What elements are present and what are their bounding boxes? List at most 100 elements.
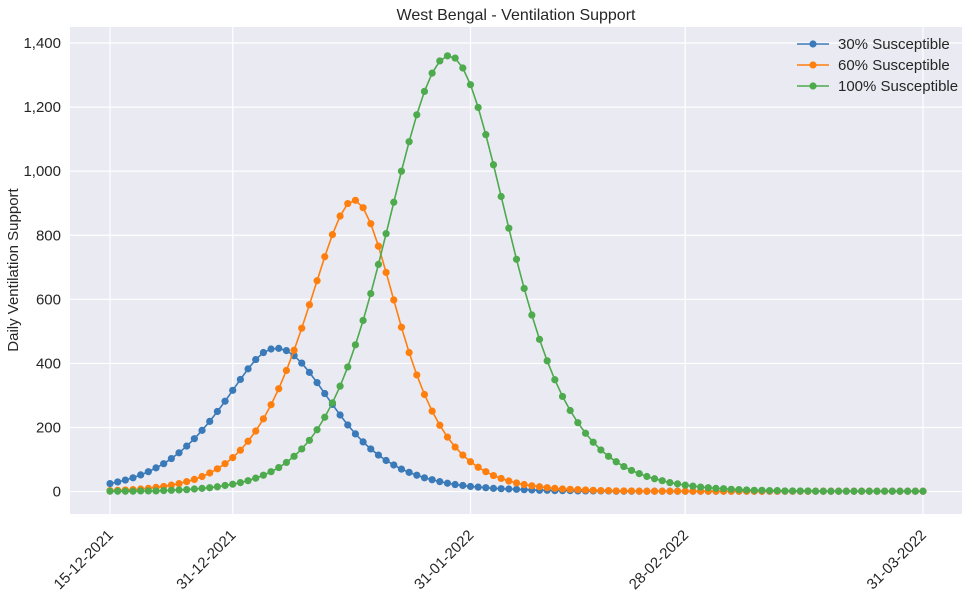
data-point: [604, 452, 613, 460]
x-tick-label: 28-02-2022: [626, 527, 692, 591]
data-point: [451, 54, 459, 62]
data-point: [666, 487, 674, 495]
data-point: [275, 344, 283, 352]
data-point: [413, 371, 421, 379]
data-point: [275, 385, 283, 393]
data-point: [535, 483, 544, 491]
data-point: [658, 477, 666, 485]
data-point: [789, 487, 797, 495]
x-tick-label: 31-12-2021: [173, 527, 239, 591]
data-point: [505, 224, 513, 232]
data-point: [574, 486, 582, 494]
data-point: [489, 484, 498, 492]
data-point: [420, 474, 429, 482]
data-point: [497, 474, 505, 483]
data-point: [152, 487, 160, 495]
data-point: [558, 485, 567, 493]
data-point: [374, 451, 383, 459]
data-point: [512, 485, 521, 493]
data-point: [305, 301, 314, 309]
data-point: [650, 487, 659, 495]
data-point: [612, 487, 620, 495]
data-point: [175, 486, 183, 494]
data-point: [842, 487, 850, 495]
data-point: [282, 458, 291, 467]
data-point: [696, 483, 705, 491]
data-point: [106, 487, 114, 495]
data-point: [620, 462, 628, 471]
data-point: [405, 468, 413, 476]
data-point: [466, 458, 475, 466]
data-point: [451, 443, 459, 451]
data-point: [443, 433, 452, 441]
data-point: [221, 481, 229, 490]
data-point: [175, 449, 183, 457]
data-point: [221, 397, 229, 405]
data-point: [443, 52, 452, 60]
data-point: [497, 485, 505, 493]
data-point: [827, 487, 835, 495]
data-point: [712, 484, 720, 492]
data-point: [152, 464, 160, 472]
y-tick-label: 400: [36, 355, 61, 372]
y-tick-label: 600: [36, 291, 61, 308]
data-point: [382, 230, 390, 238]
data-point: [167, 454, 175, 463]
data-point: [298, 359, 306, 367]
data-point: [244, 437, 252, 445]
data-point: [160, 460, 168, 468]
data-point: [229, 386, 237, 394]
data-point: [137, 487, 145, 495]
data-point: [589, 486, 597, 494]
data-point: [436, 421, 444, 429]
data-point: [681, 481, 689, 489]
data-point: [206, 469, 214, 477]
data-point: [781, 487, 789, 495]
data-point: [190, 435, 198, 443]
data-point: [543, 484, 551, 492]
y-tick-label: 1,400: [23, 35, 61, 52]
data-point: [252, 427, 260, 435]
data-point: [267, 345, 275, 353]
y-tick-label: 1,000: [23, 163, 61, 180]
data-point: [259, 471, 267, 479]
data-point: [474, 463, 482, 471]
data-point: [520, 486, 528, 494]
data-point: [666, 479, 674, 487]
data-point: [106, 479, 114, 488]
data-point: [512, 479, 521, 487]
data-point: [413, 471, 421, 479]
data-point: [635, 487, 643, 495]
legend-item: 100% Susceptible: [797, 78, 958, 95]
data-point: [904, 487, 912, 495]
data-point: [351, 341, 360, 349]
data-point: [689, 487, 697, 495]
data-point: [259, 348, 267, 357]
data-point: [919, 487, 927, 495]
data-point: [397, 465, 406, 473]
legend-item: 60% Susceptible: [797, 57, 950, 74]
data-point: [405, 348, 413, 357]
data-point: [689, 482, 697, 490]
data-point: [858, 487, 866, 495]
data-point: [505, 477, 513, 485]
data-point: [321, 389, 329, 398]
data-point: [198, 484, 206, 492]
data-point: [298, 324, 306, 332]
legend-label: 30% Susceptible: [838, 36, 950, 53]
data-point: [850, 487, 858, 495]
data-point: [167, 486, 175, 494]
data-point: [835, 487, 843, 495]
data-point: [183, 442, 191, 450]
data-point: [367, 289, 375, 298]
legend-marker: [809, 40, 817, 48]
x-tick-label: 15-12-2021: [51, 527, 117, 591]
data-point: [635, 470, 643, 478]
data-point: [244, 365, 252, 373]
data-point: [420, 390, 429, 399]
data-point: [681, 487, 689, 495]
data-point: [183, 486, 191, 494]
data-point: [566, 406, 574, 415]
